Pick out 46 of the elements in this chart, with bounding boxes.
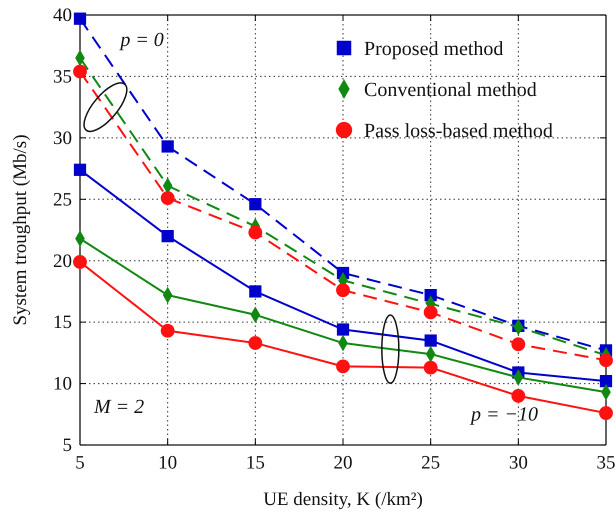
x-tick-label: 25 xyxy=(421,452,440,474)
x-tick-label: 15 xyxy=(246,452,265,474)
point xyxy=(74,12,86,25)
x-tick-label: 5 xyxy=(75,452,85,474)
point xyxy=(424,334,437,347)
legend-label: Conventional method xyxy=(364,79,537,101)
point xyxy=(424,305,438,320)
point xyxy=(160,191,175,205)
x-tick-label: 10 xyxy=(158,452,178,474)
x-tick-label: 20 xyxy=(334,452,352,474)
x-tick-label: 30 xyxy=(508,452,528,474)
point xyxy=(249,198,262,210)
point xyxy=(160,324,175,338)
y-tick-label: 15 xyxy=(53,312,72,334)
y-axis-title: System troughput (Mb/s) xyxy=(10,134,31,326)
point xyxy=(162,140,174,153)
legend-label: Proposed method xyxy=(364,38,504,60)
point xyxy=(74,164,86,176)
annotation: M = 2 xyxy=(93,396,144,418)
point xyxy=(248,336,262,350)
y-tick-label: 10 xyxy=(53,374,72,395)
point xyxy=(600,374,612,388)
x-tick-label: 35 xyxy=(596,452,616,474)
point xyxy=(248,226,262,240)
y-tick-label: 20 xyxy=(53,250,72,272)
point xyxy=(336,283,350,298)
point xyxy=(599,406,613,420)
y-tick-label: 25 xyxy=(53,189,72,210)
point xyxy=(73,64,87,78)
y-tick-label: 35 xyxy=(53,66,72,88)
point xyxy=(73,255,87,269)
y-tick-label: 30 xyxy=(53,128,72,149)
point xyxy=(336,323,350,336)
y-tick-label: 40 xyxy=(53,5,72,26)
point xyxy=(511,337,526,352)
x-axis-title: UE density, K (/km²) xyxy=(263,489,423,510)
point xyxy=(162,230,174,242)
point xyxy=(249,285,262,298)
y-tick-label: 5 xyxy=(62,435,72,456)
point xyxy=(336,359,350,374)
legend-label: Pass loss-based method xyxy=(364,120,553,142)
point xyxy=(599,353,613,368)
annotation: p = −10 xyxy=(468,403,538,426)
point xyxy=(424,360,438,374)
point xyxy=(511,388,526,403)
annotation: p = 0 xyxy=(118,29,164,51)
